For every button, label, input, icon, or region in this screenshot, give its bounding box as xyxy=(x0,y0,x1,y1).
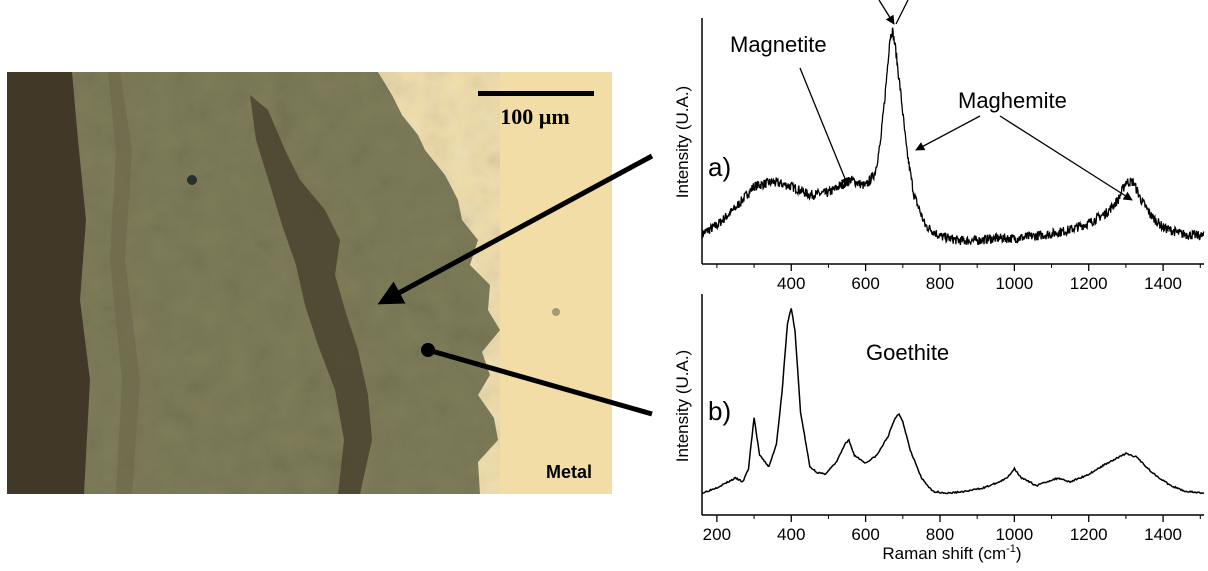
x-tick-label-b-600: 600 xyxy=(851,525,879,544)
arrow-magnetite-2 xyxy=(878,0,895,25)
annotation-magnetite: Magnetite xyxy=(730,32,827,57)
x-tick-label-b-1400: 1400 xyxy=(1144,525,1182,544)
x-tick-label-a-1200: 1200 xyxy=(1070,274,1108,293)
x-tick-label-b-1000: 1000 xyxy=(995,525,1033,544)
spectrum-panel-a: 400 600 800 1000 1200 1400 Intensity (U.A.) a… xyxy=(673,0,1205,293)
spectrum-trace-b xyxy=(701,308,1205,495)
dark-band-inner xyxy=(250,95,372,494)
panel-label-b: b) xyxy=(708,396,731,426)
arrow-maghemite-1 xyxy=(915,115,981,151)
dark-band-outer xyxy=(7,72,90,494)
x-tick-label-b-1200: 1200 xyxy=(1070,525,1108,544)
pit-spot-small xyxy=(552,308,560,316)
spectrum-trace-a xyxy=(701,27,1205,246)
spectrum-panel-b: 200 400 600 800 1000 1200 1400 Intensity (U.A.… xyxy=(673,294,1205,563)
pit-spot xyxy=(187,175,197,185)
x-tick-label-b-400: 400 xyxy=(777,525,805,544)
panel-label-a: a) xyxy=(708,152,731,182)
dark-streak xyxy=(108,72,140,494)
x-tick-label-a-800: 800 xyxy=(926,274,954,293)
y-axis-label-a: Intensity (U.A.) xyxy=(673,86,692,198)
pointer-line-to-spectrum-b xyxy=(427,347,653,417)
x-tick-label-a-400: 400 xyxy=(777,274,805,293)
annotation-goethite: Goethite xyxy=(866,340,949,365)
scale-bar xyxy=(478,91,594,96)
y-axis-label-b: Intensity (U.A.) xyxy=(673,350,692,462)
x-tick-label-a-1400: 1400 xyxy=(1144,274,1182,293)
scale-bar-label: 100 µm xyxy=(500,104,570,129)
metal-label: Metal xyxy=(546,462,592,482)
arrow-magnetite-3 xyxy=(895,0,909,25)
x-tick-label-b-800: 800 xyxy=(926,525,954,544)
pointer-dot xyxy=(421,343,435,357)
micrograph: 100 µm Metal xyxy=(7,72,612,494)
arrow-maghemite-2 xyxy=(999,115,1133,201)
x-axis-label-b: Raman shift (cm-1) xyxy=(882,543,1021,563)
arrow-magnetite-1 xyxy=(799,67,850,187)
x-tick-label-b-200: 200 xyxy=(703,525,731,544)
annotation-maghemite: Maghemite xyxy=(958,88,1067,113)
pointer-arrow-to-spectrum-a xyxy=(377,153,654,305)
x-tick-label-a-600: 600 xyxy=(851,274,879,293)
x-tick-label-a-1000: 1000 xyxy=(995,274,1033,293)
